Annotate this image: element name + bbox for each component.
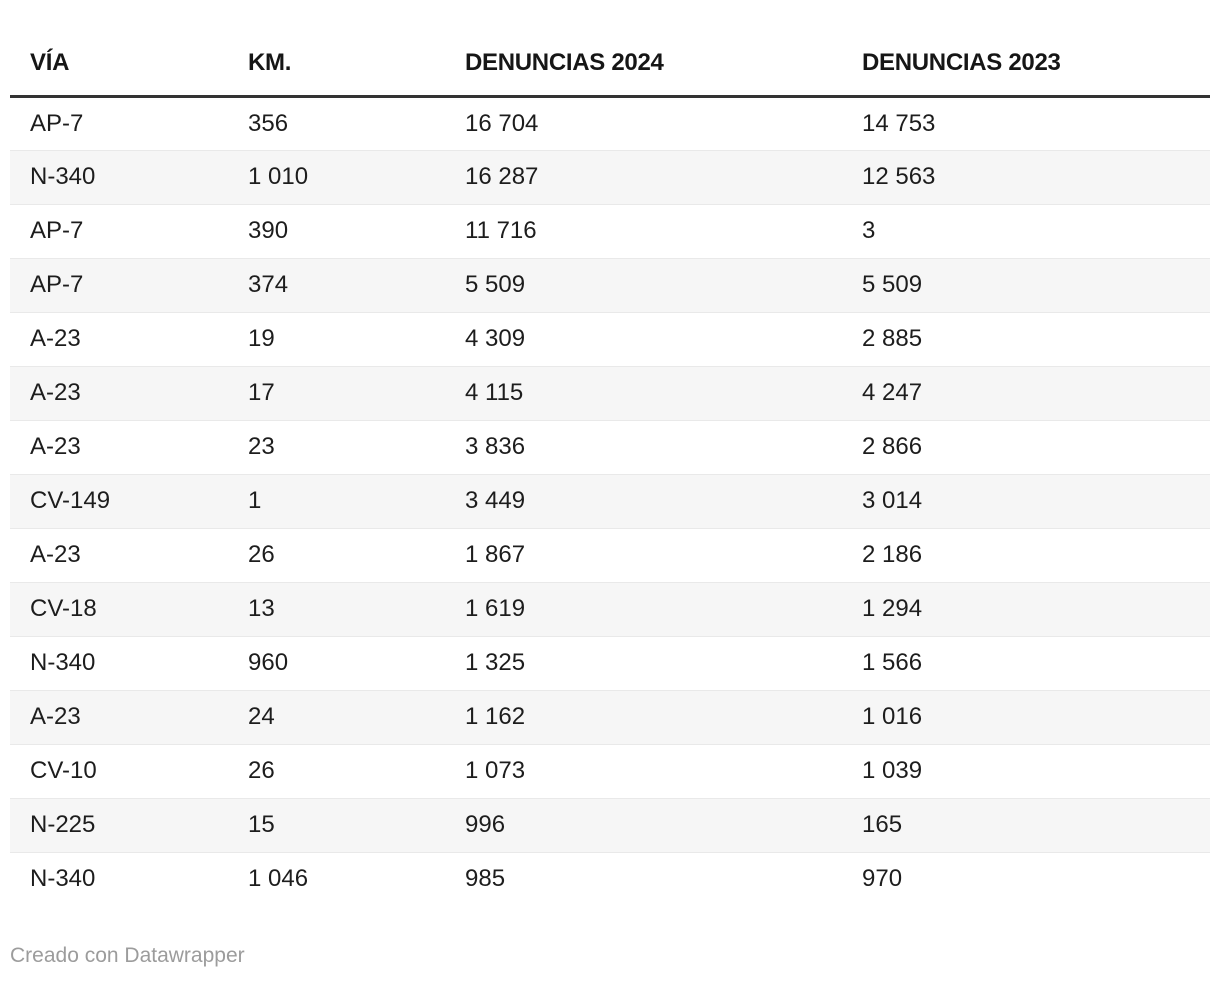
table-row: A-23 24 1 162 1 016 <box>10 690 1210 744</box>
table-row: A-23 23 3 836 2 866 <box>10 420 1210 474</box>
table-row: N-340 1 010 16 287 12 563 <box>10 150 1210 204</box>
table-cell: 3 014 <box>862 487 923 514</box>
table-cell: 2 866 <box>862 433 923 460</box>
table-cell: AP-7 <box>30 109 84 137</box>
table-cell: 14 753 <box>862 109 936 137</box>
table-cell: 26 <box>248 757 275 784</box>
table-cell: CV-18 <box>30 595 97 622</box>
table-row: AP-7 356 16 704 14 753 <box>10 96 1210 150</box>
table-cell: 996 <box>465 811 506 838</box>
table-cell: 1 325 <box>465 649 526 676</box>
table-cell: 17 <box>248 379 275 406</box>
table-cell: 12 563 <box>862 163 936 190</box>
table-cell: AP-7 <box>30 271 84 298</box>
table-cell: 4 115 <box>465 379 524 406</box>
table-row: A-23 19 4 309 2 885 <box>10 312 1210 366</box>
table-cell: CV-10 <box>30 757 97 784</box>
table-cell: 1 162 <box>465 703 526 730</box>
table-header-row: VÍA KM. DENUNCIAS 2024 DENUNCIAS 2023 <box>10 38 1210 98</box>
table-cell: 2 186 <box>862 541 923 568</box>
table-cell: 15 <box>248 811 275 838</box>
table-body: AP-7 356 16 704 14 753 N-340 1 010 16 287 12 56… <box>10 96 1210 906</box>
column-header-via: VÍA <box>10 38 228 98</box>
table-cell: 24 <box>248 703 275 730</box>
table-cell: 2 885 <box>862 325 923 352</box>
table-cell: 3 449 <box>465 487 526 514</box>
table-cell: A-23 <box>30 379 81 406</box>
table-cell: 1 619 <box>465 595 526 622</box>
table-row: N-340 960 1 325 1 566 <box>10 636 1210 690</box>
table-cell: 1 046 <box>248 865 309 893</box>
table-cell: 16 287 <box>465 163 539 190</box>
table-cell: AP-7 <box>30 217 84 244</box>
table-cell: 1 039 <box>862 757 923 784</box>
table-row: N-225 15 996 165 <box>10 798 1210 852</box>
table-row: A-23 17 4 115 4 247 <box>10 366 1210 420</box>
table-row: N-340 1 046 985 970 <box>10 852 1210 906</box>
table-row: CV-149 1 3 449 3 014 <box>10 474 1210 528</box>
table-cell: N-340 <box>30 163 96 190</box>
table-row: A-23 26 1 867 2 186 <box>10 528 1210 582</box>
table-container: VÍA KM. DENUNCIAS 2024 DENUNCIAS 2023 AP… <box>10 0 1210 906</box>
table-cell: 4 309 <box>465 325 526 352</box>
table-cell: N-340 <box>30 649 96 676</box>
table-cell: 960 <box>248 649 289 676</box>
column-header-denuncias-2023: DENUNCIAS 2023 <box>842 38 1210 98</box>
table-cell: 16 704 <box>465 109 539 137</box>
table-cell: 11 716 <box>465 217 537 244</box>
table-cell: 1 294 <box>862 595 923 622</box>
table-cell: 1 010 <box>248 163 309 190</box>
table-cell: 1 <box>248 487 262 514</box>
table-cell: N-225 <box>30 811 96 838</box>
table-cell: 1 867 <box>465 541 526 568</box>
table-cell: 13 <box>248 595 275 622</box>
table-cell: 390 <box>248 217 289 244</box>
table-cell: 5 509 <box>862 271 923 298</box>
table-cell: 3 <box>862 217 876 244</box>
table-cell: 5 509 <box>465 271 526 298</box>
table-row: AP-7 374 5 509 5 509 <box>10 258 1210 312</box>
table-cell: N-340 <box>30 865 96 893</box>
table-cell: 165 <box>862 811 903 838</box>
table-row: CV-18 13 1 619 1 294 <box>10 582 1210 636</box>
table-cell: 4 247 <box>862 379 923 406</box>
table-row: CV-10 26 1 073 1 039 <box>10 744 1210 798</box>
table-cell: CV-149 <box>30 487 111 514</box>
column-header-km: KM. <box>228 38 445 98</box>
table-cell: 985 <box>465 865 506 893</box>
table-cell: 1 016 <box>862 703 923 730</box>
column-header-denuncias-2024: DENUNCIAS 2024 <box>445 38 842 98</box>
denuncias-table: VÍA KM. DENUNCIAS 2024 DENUNCIAS 2023 AP… <box>10 38 1210 906</box>
table-cell: A-23 <box>30 325 81 352</box>
table-cell: 19 <box>248 325 275 352</box>
table-cell: 1 566 <box>862 649 923 676</box>
table-cell: 1 073 <box>465 757 526 784</box>
table-cell: 26 <box>248 541 275 568</box>
table-cell: A-23 <box>30 703 81 730</box>
table-cell: A-23 <box>30 541 81 568</box>
table-cell: 3 836 <box>465 433 526 460</box>
table-cell: 23 <box>248 433 275 460</box>
table-row: AP-7 390 11 716 3 <box>10 204 1210 258</box>
table-cell: 374 <box>248 271 289 298</box>
table-cell: A-23 <box>30 433 81 460</box>
datawrapper-credit: Creado con Datawrapper <box>10 944 245 967</box>
table-cell: 970 <box>862 865 903 893</box>
table-cell: 356 <box>248 109 289 137</box>
